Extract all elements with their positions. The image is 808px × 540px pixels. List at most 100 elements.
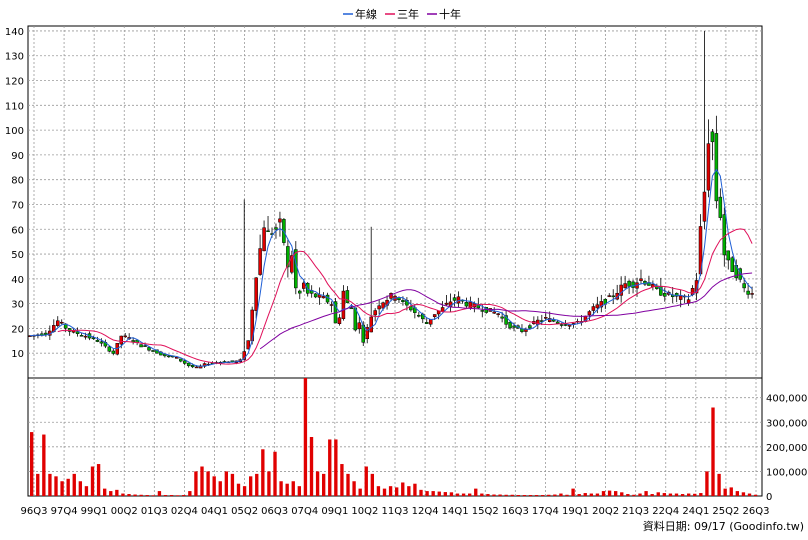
candle-body — [242, 351, 246, 360]
x-tick-label: 07Q4 — [291, 506, 318, 517]
volume-bar — [157, 491, 162, 496]
volume-bar — [449, 492, 454, 496]
candle-body — [663, 293, 667, 297]
candle-body — [186, 362, 191, 367]
volume-bar — [741, 492, 746, 496]
candle-body — [424, 322, 429, 324]
volume-bar — [419, 489, 423, 496]
volume-bar — [589, 493, 594, 496]
x-tick-label: 05Q2 — [231, 506, 258, 517]
x-tick-label: 22Q4 — [652, 506, 679, 517]
candle-body — [79, 335, 84, 337]
volume-bar — [176, 495, 180, 496]
legend-item: 十年 — [427, 7, 461, 21]
candle-body — [345, 290, 350, 303]
legend-item: 三年 — [385, 7, 419, 21]
volume-bar — [36, 473, 40, 496]
volume-y-tick: 100,000 — [766, 467, 807, 478]
volume-bar — [96, 464, 101, 496]
candle-body — [694, 280, 699, 294]
volume-bar — [109, 491, 113, 496]
volume-bar — [236, 483, 241, 496]
candle-body — [595, 304, 600, 309]
candle-body — [746, 290, 750, 295]
volume-bar — [504, 494, 508, 496]
moving-averages — [29, 168, 753, 367]
volume-bar — [486, 494, 490, 496]
candle-body — [290, 255, 294, 273]
volume-bar — [534, 495, 539, 496]
x-tick-label: 25Q2 — [712, 506, 739, 517]
x-tick-label: 00Q2 — [111, 506, 138, 517]
price-y-tick: 120 — [5, 77, 24, 88]
price-y-tick: 70 — [11, 200, 24, 211]
volume-bar — [127, 494, 131, 496]
volume-bar — [735, 491, 740, 496]
volume-bar — [632, 494, 636, 496]
candle-body — [357, 322, 362, 330]
candle-body — [377, 305, 381, 310]
volume-bar — [455, 493, 460, 496]
volume-bar — [595, 493, 600, 496]
candle-body — [56, 320, 60, 326]
volume-bar — [620, 492, 624, 496]
x-tick-label: 97Q4 — [51, 506, 78, 517]
candle-body — [591, 306, 596, 311]
candle-body — [730, 257, 734, 272]
volume-bar — [139, 494, 143, 496]
volume-bar — [206, 471, 210, 496]
volume-bar — [78, 481, 83, 496]
candle-body — [599, 301, 604, 308]
price-grid — [28, 26, 762, 378]
ma-line-1 — [29, 168, 753, 367]
volume-bar — [729, 487, 733, 496]
volume-bar — [614, 491, 618, 496]
volume-bar — [42, 434, 46, 496]
x-tick-label: 14Q1 — [442, 506, 469, 517]
volume-bar — [407, 486, 411, 496]
candle-body — [702, 191, 707, 222]
candle-body — [674, 293, 679, 297]
candle-body — [508, 321, 512, 329]
volume-bar — [346, 473, 350, 496]
legend-label: 三年 — [397, 7, 419, 21]
volume-bar — [401, 482, 405, 496]
volume-bar — [559, 493, 563, 496]
volume-bar — [516, 495, 521, 496]
candle-body — [329, 304, 334, 306]
volume-bar — [30, 432, 34, 496]
volume-bar — [72, 473, 76, 496]
volume-bar — [151, 495, 156, 496]
x-tick-label: 21Q3 — [622, 506, 649, 517]
candle-body — [59, 321, 64, 324]
candle-body — [432, 314, 437, 318]
candle-body — [266, 230, 270, 232]
volume-bar — [376, 486, 381, 496]
candle-body — [512, 325, 516, 328]
candle-body — [563, 324, 568, 326]
volume-bar — [54, 476, 58, 496]
candle-body — [179, 358, 183, 362]
candle-body — [718, 196, 723, 218]
volume-bar — [644, 491, 648, 496]
volume-bar — [528, 495, 533, 496]
candle-body — [337, 317, 342, 324]
candle-body — [298, 290, 302, 294]
volume-bar — [84, 486, 89, 496]
candle-body — [417, 314, 421, 317]
volume-bar — [334, 439, 338, 496]
x-tick-label: 12Q4 — [412, 506, 439, 517]
volume-bar — [510, 494, 514, 496]
candle-body — [492, 311, 496, 314]
candle-body — [722, 214, 727, 256]
volume-bar — [200, 466, 204, 496]
x-tick-label: 04Q1 — [201, 506, 228, 517]
volume-bar — [358, 488, 362, 496]
volume-bar — [103, 488, 107, 496]
data-date-footer: 資料日期: 09/17 (Goodinfo.tw) — [643, 519, 804, 533]
volume-bar — [364, 466, 368, 496]
candle-body — [175, 356, 179, 359]
candle-body — [464, 301, 469, 307]
candle-body — [742, 283, 746, 289]
